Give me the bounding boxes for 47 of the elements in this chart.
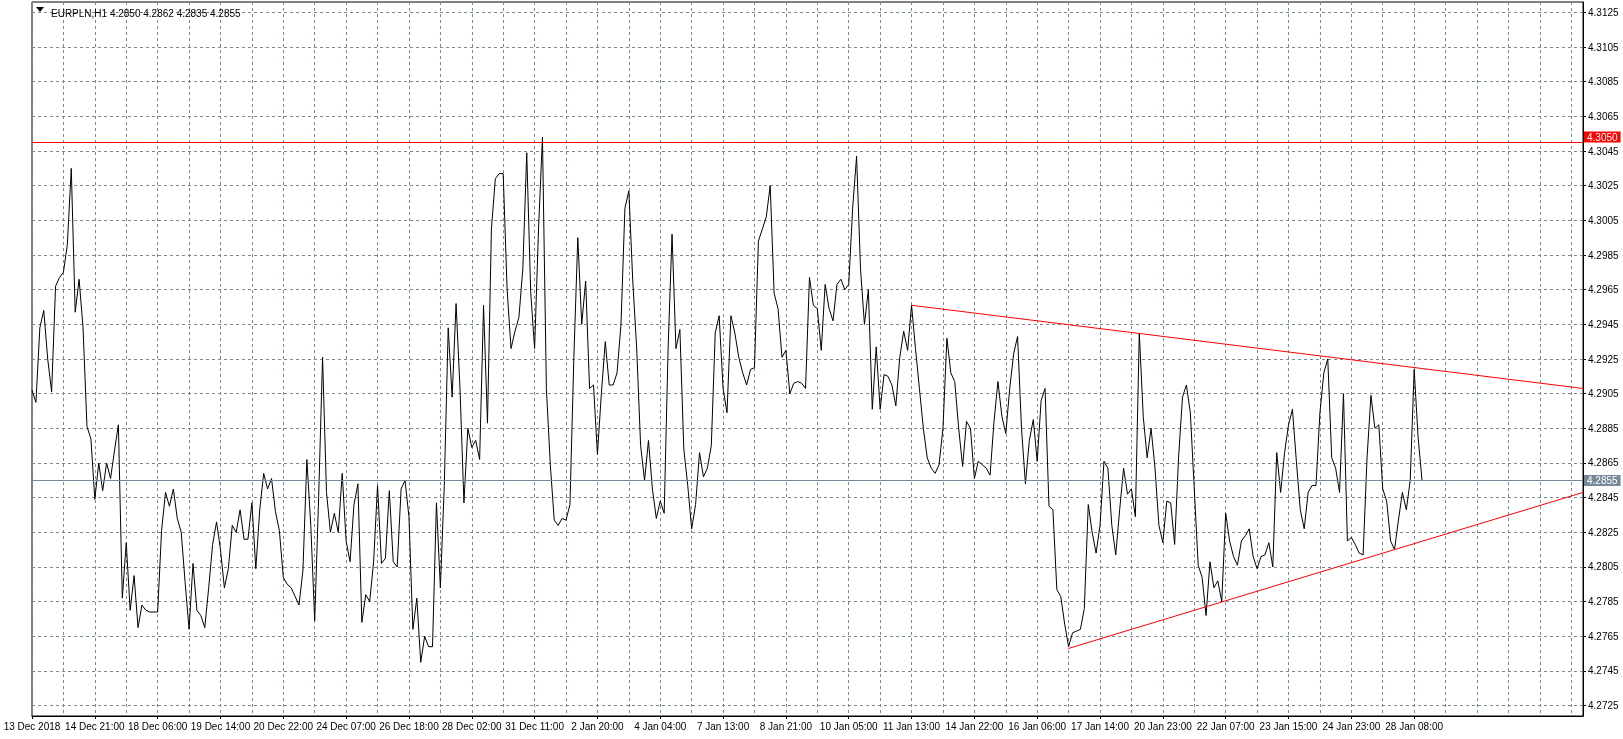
y-tick-label: 4.2825	[1588, 526, 1620, 538]
y-tick-label: 4.2945	[1588, 318, 1620, 330]
x-tick-label: 26 Dec 18:00	[379, 720, 440, 732]
x-tick-label: 4 Jan 04:00	[634, 720, 687, 732]
y-tick-label: 4.2745	[1588, 665, 1620, 677]
y-tick-label: 4.2905	[1588, 388, 1620, 400]
y-tick-label: 4.2925	[1588, 353, 1620, 365]
x-tick-label: 22 Jan 07:00	[1196, 720, 1256, 732]
x-tick-label: 24 Dec 07:00	[316, 720, 377, 732]
x-tick-label: 23 Jan 15:00	[1259, 720, 1318, 732]
x-tick-label: 28 Dec 02:00	[442, 720, 502, 732]
y-tick-label: 4.3125	[1588, 6, 1620, 18]
y-tick-label: 4.3105	[1588, 41, 1620, 53]
x-tick-label: 17 Jan 14:00	[1071, 720, 1130, 732]
x-tick-label: 16 Jan 06:00	[1008, 720, 1067, 732]
x-tick-label: 28 Jan 08:00	[1385, 720, 1444, 732]
y-tick-label: 4.2805	[1588, 561, 1620, 573]
y-tick-label: 4.2965	[1588, 284, 1620, 296]
y-tick-label: 4.2725	[1588, 700, 1620, 712]
x-tick-label: 14 Jan 22:00	[945, 720, 1004, 732]
x-tick-label: 20 Jan 23:00	[1133, 720, 1193, 732]
x-tick-label: 19 Dec 14:00	[190, 720, 251, 732]
y-tick-label: 4.2845	[1588, 492, 1620, 504]
text: EURPLN,H1 4.2850 4.2862 4.2835 4.2855	[51, 7, 242, 19]
x-tick-label: 18 Dec 06:00	[127, 720, 188, 732]
x-tick-label: 31 Dec 11:00	[505, 720, 565, 732]
x-tick-label: 2 Jan 20:00	[571, 720, 624, 732]
y-tick-label: 4.3065	[1588, 110, 1620, 122]
x-tick-label: 11 Jan 13:00	[883, 720, 941, 732]
y-tick-label: 4.3025	[1588, 180, 1620, 192]
x-tick-label: 20 Dec 22:00	[253, 720, 314, 732]
x-tick-label: 8 Jan 21:00	[759, 720, 813, 732]
x-tick-label: 10 Jan 05:00	[819, 720, 879, 732]
y-tick-label: 4.2865	[1588, 457, 1620, 469]
y-tick-label: 4.2885	[1588, 422, 1620, 434]
x-tick-label: 13 Dec 2018	[3, 720, 61, 732]
x-tick-label: 7 Jan 13:00	[696, 720, 750, 732]
y-tick-label: 4.3045	[1588, 145, 1620, 157]
y-tick-label: 4.2985	[1588, 249, 1620, 261]
x-tick-label: 24 Jan 23:00	[1322, 720, 1381, 732]
y-tick-label: 4.2785	[1588, 596, 1620, 608]
y-tick-label: 4.2765	[1588, 630, 1620, 642]
ref-line-label: 4.2855	[1587, 475, 1619, 486]
y-tick-label: 4.3085	[1588, 76, 1620, 88]
x-tick-label: 14 Dec 21:00	[65, 720, 125, 732]
y-tick-label: 4.3005	[1588, 214, 1620, 226]
ref-line-label: 4.3050	[1587, 132, 1619, 143]
